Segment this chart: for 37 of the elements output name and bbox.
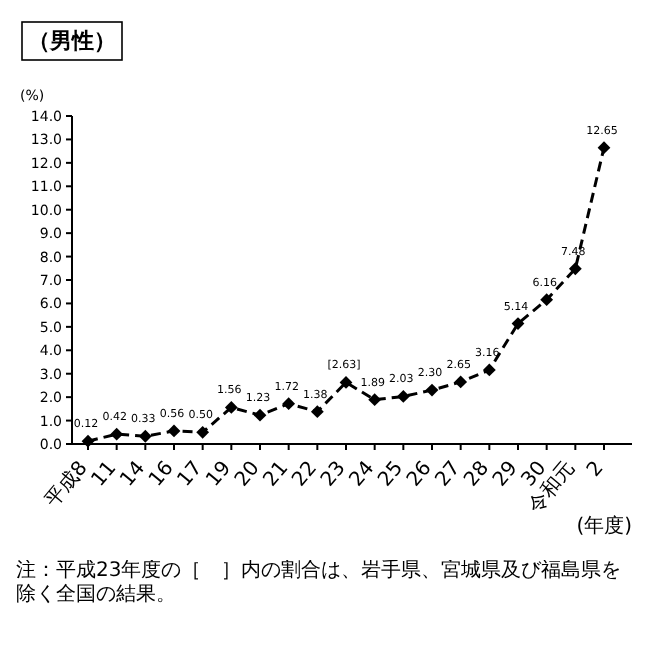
point (310, 405, 324, 419)
x-tick-label: 17 (174, 457, 208, 492)
x-tick-label: 28 (460, 457, 494, 492)
point (81, 434, 95, 448)
x-tick-label: 26 (403, 457, 437, 492)
x-tick-label: 23 (317, 457, 351, 492)
point (540, 293, 554, 307)
x-tick-label: 20 (231, 457, 265, 492)
point (339, 375, 353, 389)
point (482, 363, 496, 377)
point (597, 141, 611, 155)
point (110, 427, 124, 441)
chart-title: （男性） (28, 28, 116, 54)
point (454, 375, 468, 389)
x-tick-label: 27 (432, 457, 466, 492)
point (138, 429, 152, 443)
point (224, 401, 238, 414)
x-tick-label: 2 (583, 457, 609, 482)
point (253, 408, 267, 422)
x-tick-label: 29 (489, 457, 523, 492)
x-tick-label: 16 (145, 457, 179, 492)
x-tick-label: 平成8 (40, 456, 93, 513)
point (196, 425, 210, 439)
x-tick-label: 14 (116, 457, 150, 492)
x-tick-label: 11 (88, 457, 122, 492)
x-tick-label: 21 (260, 457, 294, 492)
x-tick-label: 19 (202, 457, 236, 492)
x-axis-title: (年度) (576, 514, 633, 538)
point (282, 397, 296, 411)
x-tick-label: 25 (374, 457, 408, 492)
x-tick-label: 22 (288, 457, 322, 492)
point (396, 390, 410, 403)
point (568, 262, 582, 276)
point (167, 424, 181, 438)
point (368, 393, 382, 407)
x-tick-label: 24 (346, 457, 380, 492)
point (425, 383, 439, 397)
